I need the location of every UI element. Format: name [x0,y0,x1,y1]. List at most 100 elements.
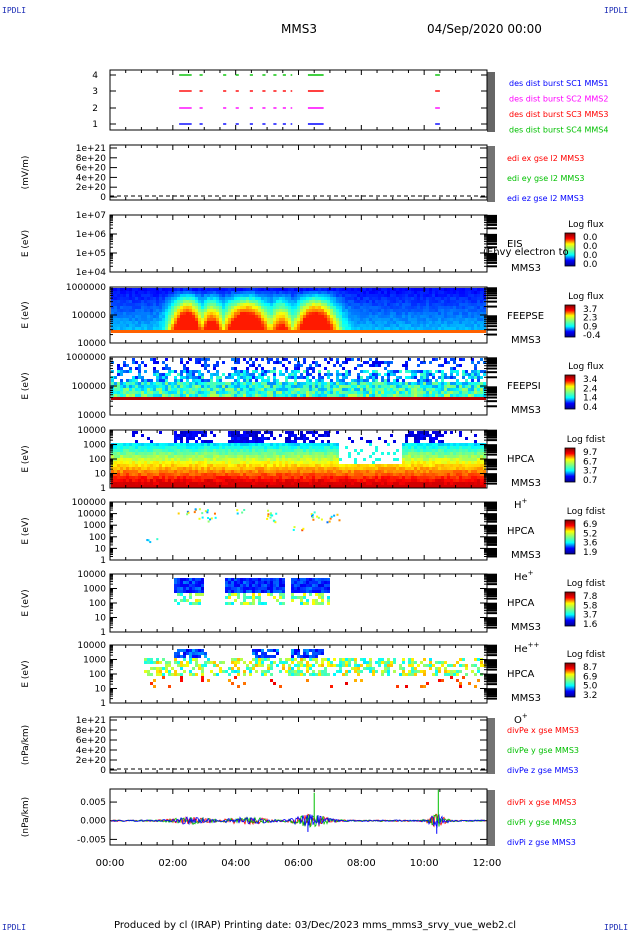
spectrogram-cell [144,379,147,382]
spectrogram-cell [456,318,459,321]
spectrogram-cell [402,327,405,330]
spectrogram-cell [195,294,198,297]
spectrogram-cell [381,330,384,333]
spectrogram-cell [120,306,123,309]
spectrogram-cell [249,315,252,318]
spectrogram-cell [294,470,297,473]
spectrogram-cell [189,373,192,376]
spectrogram-cell [138,397,141,400]
spectrogram-cell [144,294,147,297]
spectrogram-cell [183,306,186,309]
spectrogram-cell [237,482,240,485]
spectrogram-cell [117,324,120,327]
spectrogram-cell [471,391,474,394]
spectrogram-cell [309,291,312,294]
spectrogram-cell [129,394,132,397]
spectrogram-cell [234,440,237,443]
spectrogram-cell [219,449,222,452]
spectrogram-cell [135,367,138,370]
spectrogram-cell [276,385,279,388]
spectrogram-cell [450,327,453,330]
spectrogram-cell [168,482,171,485]
spectrogram-cell [336,391,339,394]
spectrogram-cell [408,382,411,385]
spectrogram-cell [141,306,144,309]
spectrogram-cell [186,373,189,376]
spectrogram-cell [303,303,306,306]
spectrogram-cell [195,440,198,443]
spectrogram-cell [207,306,210,309]
spectrogram-cell [171,382,174,385]
spectrogram-cell [117,449,120,452]
spectrogram-cell [210,470,213,473]
spectrogram-cell [141,391,144,394]
spectrogram-cell [306,327,309,330]
spectrogram-cell [162,461,165,464]
spectrogram-cell [264,470,267,473]
spectrogram-cell [204,476,207,479]
spectrogram-cell [174,458,177,461]
spectrogram-cell [270,294,273,297]
spectrogram-cell [120,309,123,312]
spectrogram-cell [291,376,294,379]
spectrogram-cell [381,303,384,306]
spectrogram-cell [123,370,126,373]
spectrogram-cell [468,306,471,309]
spectrogram-cell [129,479,132,482]
spectrogram-cell [123,470,126,473]
spectrogram-cell [246,467,249,470]
spectrogram-cell [306,385,309,388]
spectrogram-cell [414,330,417,333]
spectrogram-cell [294,370,297,373]
spectrogram-cell [234,297,237,300]
spectrogram-cell [204,361,207,364]
spectrogram-cell [258,479,261,482]
spectrogram-cell [342,306,345,309]
spectrogram-cell [312,309,315,312]
spectrogram-cell [186,288,189,291]
spectrogram-cell [141,318,144,321]
spectrogram-cell [111,361,114,364]
spectrogram-cell [390,288,393,291]
spectrogram-cell [111,394,114,397]
spectrogram-cell [144,318,147,321]
spectrogram-cell [141,294,144,297]
spectrogram-cell [162,446,165,449]
spectrogram-cell [264,394,267,397]
spectrogram-cell [186,443,189,446]
spectrogram-cell [453,309,456,312]
spectrogram-cell [273,449,276,452]
spectrogram-cell [222,467,225,470]
spectrogram-cell [429,318,432,321]
spectrogram-cell [291,473,294,476]
spectrogram-cell [186,485,189,488]
spectrogram-cell [273,479,276,482]
spectrogram-cell [168,461,171,464]
spectrogram-cell [219,291,222,294]
spectrogram-cell [354,382,357,385]
spectrogram-cell [369,388,372,391]
spectrogram-cell [417,382,420,385]
spectrogram-cell [186,391,189,394]
spectrogram-cell [177,458,180,461]
spectrogram-cell [207,446,210,449]
spectrogram-cell [294,309,297,312]
spectrogram-cell [204,327,207,330]
spectrogram-cell [405,388,408,391]
spectrogram-cell [258,306,261,309]
spectrogram-cell [180,485,183,488]
spectrogram-cell [216,376,219,379]
spectrogram-cell [159,315,162,318]
spectrogram-cell [225,470,228,473]
spectrogram-cell [285,394,288,397]
spectrogram-cell [201,327,204,330]
spectrogram-cell [195,446,198,449]
spectrogram-cell [165,470,168,473]
spectrogram-cell [252,312,255,315]
panel-frame [109,716,488,774]
spectrogram-cell [372,382,375,385]
spectrogram-cell [366,370,369,373]
spectrogram-cell [204,464,207,467]
spectrogram-cell [306,452,309,455]
spectrogram-cell [237,394,240,397]
